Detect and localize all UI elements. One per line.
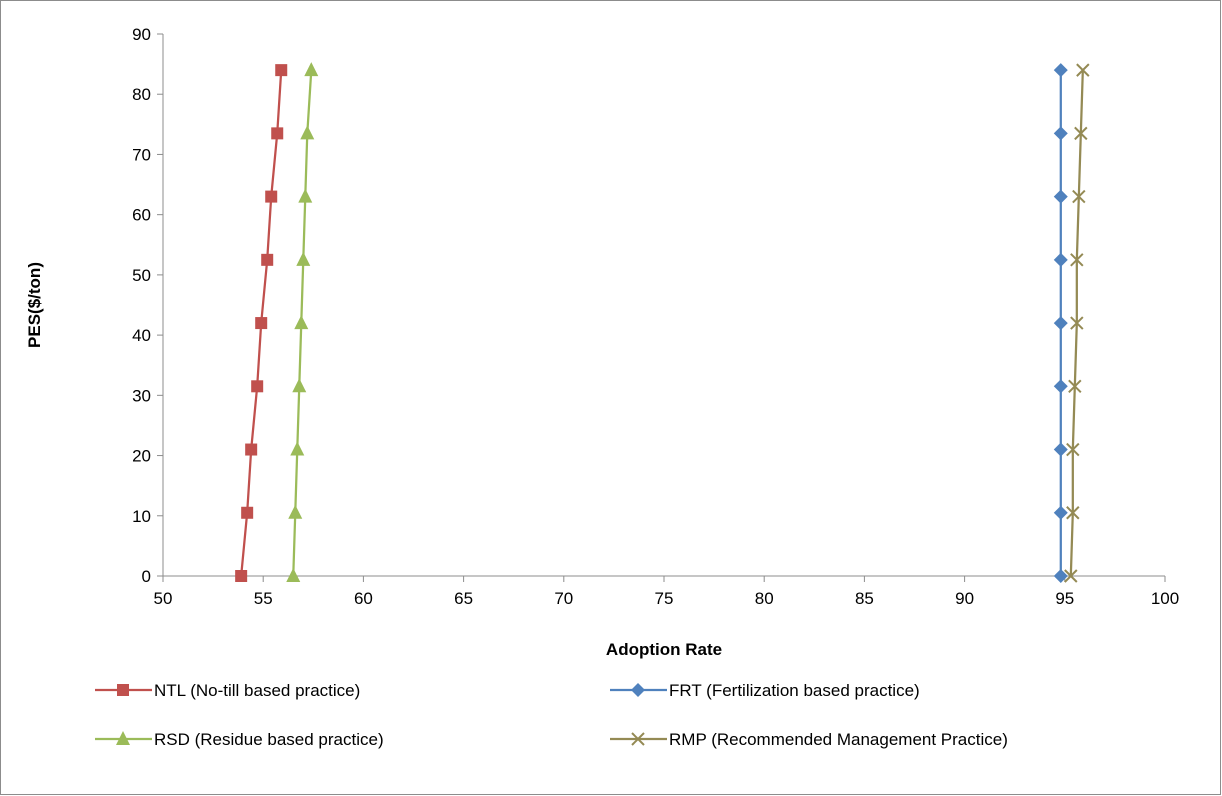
data-point — [1053, 252, 1068, 267]
data-point — [261, 253, 274, 266]
y-tick-label: 0 — [142, 567, 151, 586]
legend-item: RSD (Residue based practice) — [95, 730, 384, 749]
data-point — [1053, 63, 1068, 78]
data-point — [241, 506, 254, 519]
legend: NTL (No-till based practice) FRT (Fertili… — [95, 681, 1008, 749]
data-point — [1053, 189, 1068, 204]
x-tick-label: 65 — [454, 589, 473, 608]
legend-label: NTL (No-till based practice) — [154, 681, 360, 700]
data-point — [304, 62, 319, 77]
y-tick-label: 70 — [132, 145, 151, 164]
legend-marker — [631, 732, 645, 746]
data-point — [286, 568, 301, 582]
x-tick-label: 75 — [655, 589, 674, 608]
data-point — [290, 441, 305, 456]
data-point — [298, 188, 313, 203]
x-tick-label: 85 — [855, 589, 874, 608]
data-point — [1074, 126, 1088, 141]
legend-label: RMP (Recommended Management Practice) — [669, 730, 1008, 749]
x-tick-label: 80 — [755, 589, 774, 608]
y-tick-label: 50 — [132, 266, 151, 285]
x-tick-label: 50 — [154, 589, 173, 608]
data-point — [1066, 506, 1080, 520]
y-tick-label: 90 — [132, 25, 151, 44]
data-point — [296, 251, 311, 266]
data-point — [1072, 189, 1086, 204]
data-point — [1070, 316, 1084, 330]
x-tick-label: 95 — [1055, 589, 1074, 608]
y-tick-label: 60 — [132, 206, 151, 225]
data-point — [1076, 63, 1090, 77]
y-tick-label: 20 — [132, 447, 151, 466]
data-point — [300, 125, 315, 140]
data-point — [265, 190, 278, 203]
legend-item: RMP (Recommended Management Practice) — [610, 730, 1008, 749]
data-point — [1053, 379, 1068, 394]
legend-label: RSD (Residue based practice) — [154, 730, 384, 749]
data-point — [1053, 316, 1068, 331]
data-point — [1064, 569, 1078, 583]
series-rsd — [286, 62, 319, 582]
legend-marker — [631, 683, 645, 697]
x-axis-title: Adoption Rate — [606, 640, 722, 659]
legend-marker — [117, 684, 129, 696]
x-tick-label: 60 — [354, 589, 373, 608]
x-tick-label: 100 — [1151, 589, 1179, 608]
series-frt — [1053, 63, 1068, 583]
data-point — [288, 504, 303, 519]
data-point — [255, 317, 268, 330]
data-point — [245, 443, 258, 456]
x-tick-label: 70 — [554, 589, 573, 608]
axes: 0 10 20 30 40 50 60 70 80 90 50 55 60 65 70 75 80 85 90 95 1… — [132, 25, 1179, 608]
plot-area — [235, 62, 1090, 583]
series-ntl — [235, 64, 288, 582]
data-point — [1053, 442, 1068, 457]
data-point — [1066, 442, 1080, 457]
data-point — [1070, 253, 1084, 267]
legend-label: FRT (Fertilization based practice) — [669, 681, 920, 700]
y-tick-label: 40 — [132, 326, 151, 345]
legend-item: NTL (No-till based practice) — [95, 681, 360, 700]
y-tick-label: 10 — [132, 507, 151, 526]
x-tick-label: 55 — [254, 589, 273, 608]
data-point — [235, 570, 248, 582]
series-rmp — [1064, 63, 1090, 583]
data-point — [1053, 569, 1068, 583]
data-point — [1053, 126, 1068, 141]
y-tick-label: 80 — [132, 85, 151, 104]
x-tick-label: 90 — [955, 589, 974, 608]
data-point — [294, 315, 309, 330]
data-point — [292, 378, 307, 393]
data-point — [271, 127, 284, 140]
y-axis-title: PES($/ton) — [25, 262, 44, 348]
legend-item: FRT (Fertilization based practice) — [610, 681, 920, 700]
data-point — [1068, 379, 1082, 394]
y-tick-label: 30 — [132, 386, 151, 405]
data-point — [251, 380, 264, 393]
data-point — [1053, 505, 1068, 520]
data-point — [275, 64, 288, 77]
legend-marker — [116, 731, 130, 745]
